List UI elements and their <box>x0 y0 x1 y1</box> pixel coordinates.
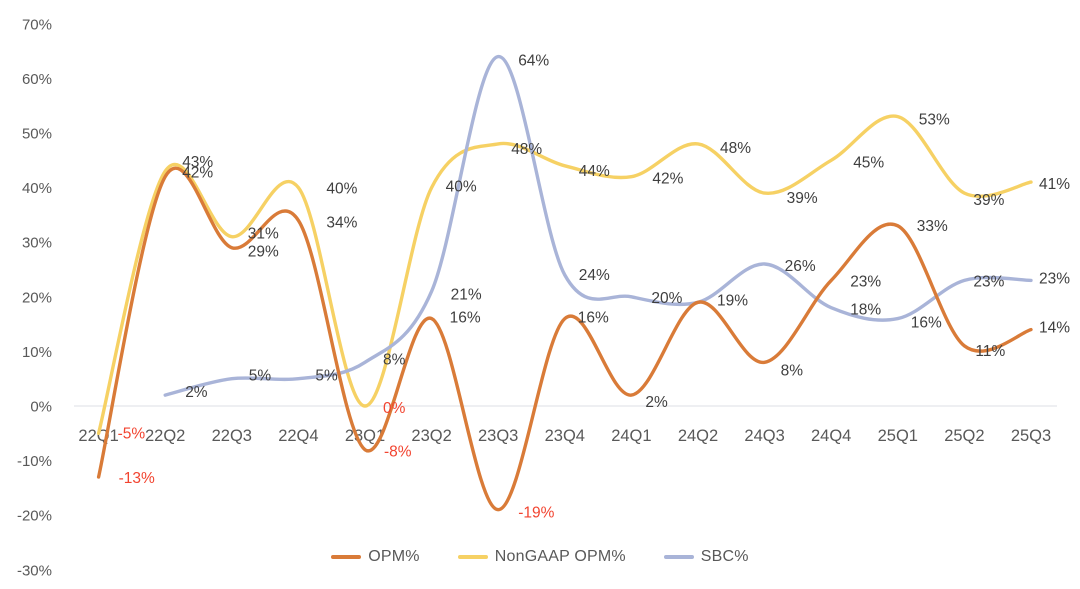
data-point-label: 26% <box>785 258 816 275</box>
data-point-label: 40% <box>446 179 477 196</box>
series-line-opm- <box>96 166 1033 512</box>
data-point-label: 2% <box>645 394 668 411</box>
data-point-label: 31% <box>248 226 279 243</box>
legend-swatch <box>331 555 362 559</box>
data-point-label: 45% <box>853 154 884 171</box>
data-point-label: 5% <box>315 368 338 385</box>
data-point-label: 64% <box>518 53 549 70</box>
y-axis-tick-label: 70% <box>22 16 52 33</box>
data-point-label: 23% <box>850 273 881 290</box>
y-axis-tick-label: 10% <box>22 344 52 361</box>
data-point-label: 2% <box>185 384 208 401</box>
data-point-label: 41% <box>1039 176 1070 193</box>
y-axis-tick-label: 60% <box>22 71 52 88</box>
data-point-label: 11% <box>975 343 1005 360</box>
x-axis-label: 23Q4 <box>545 427 585 445</box>
data-point-label: 8% <box>383 351 406 368</box>
data-point-label: 5% <box>249 368 272 385</box>
data-point-label: 39% <box>787 190 818 207</box>
series-line-nongaap-opm- <box>96 114 1033 435</box>
legend-label: OPM% <box>368 548 420 565</box>
legend-swatch <box>663 555 694 559</box>
legend-label: SBC% <box>700 548 749 565</box>
data-point-label: 48% <box>720 140 751 157</box>
data-point-label: 39% <box>973 192 1004 209</box>
data-point-label: -19% <box>518 505 554 522</box>
x-axis-label: 22Q3 <box>212 427 252 445</box>
data-point-label: 20% <box>651 290 682 307</box>
y-axis-tick-label: -20% <box>17 508 52 525</box>
data-point-label: 48% <box>511 141 542 158</box>
data-point-label: -13% <box>119 470 155 487</box>
x-axis-label: 24Q3 <box>744 427 784 445</box>
y-axis-tick-label: 30% <box>22 235 52 252</box>
y-axis-tick-label: 0% <box>30 399 52 416</box>
data-point-label: -8% <box>384 444 412 461</box>
data-point-label: 19% <box>717 292 748 309</box>
y-axis-tick-label: 50% <box>22 126 52 143</box>
y-axis-tick-label: 40% <box>22 180 52 197</box>
x-axis-label: 24Q4 <box>811 427 851 445</box>
x-axis-label: 25Q3 <box>1011 427 1051 445</box>
legend-item-nongaap-opm-[interactable]: NonGAAP OPM% <box>457 548 626 566</box>
data-point-label: 33% <box>917 218 948 235</box>
data-point-label: 18% <box>850 302 881 319</box>
x-axis-label: 25Q2 <box>944 427 984 445</box>
chart-legend: OPM% NonGAAP OPM% SBC% <box>0 548 1080 566</box>
data-point-label: 16% <box>578 310 609 327</box>
data-point-label: 0% <box>383 400 406 417</box>
data-point-label: 16% <box>911 315 942 332</box>
x-axis-label: 24Q2 <box>678 427 718 445</box>
x-axis-label: 22Q4 <box>278 427 318 445</box>
x-axis-label: 23Q3 <box>478 427 518 445</box>
legend-item-sbc-[interactable]: SBC% <box>663 548 749 566</box>
y-axis-tick-label: -30% <box>17 562 52 579</box>
legend-label: NonGAAP OPM% <box>494 548 626 565</box>
data-point-label: 29% <box>248 244 279 261</box>
data-point-label: 16% <box>450 310 481 327</box>
data-point-label: 42% <box>652 171 683 188</box>
data-point-label: 44% <box>579 163 610 180</box>
series-line-sbc- <box>163 54 1033 397</box>
data-point-label: 42% <box>182 165 213 182</box>
data-point-label: 43% <box>182 154 213 171</box>
x-axis-label: 24Q1 <box>611 427 651 445</box>
y-axis-tick-label: -10% <box>17 453 52 470</box>
legend-swatch <box>457 555 488 559</box>
data-point-label: 21% <box>451 286 482 303</box>
data-point-label: -5% <box>118 425 146 442</box>
data-point-label: 34% <box>326 214 357 231</box>
legend-item-opm-[interactable]: OPM% <box>331 548 420 566</box>
data-point-label: 53% <box>919 112 950 129</box>
data-point-label: 23% <box>973 273 1004 290</box>
x-axis-label: 25Q1 <box>878 427 918 445</box>
data-point-label: 24% <box>579 267 610 284</box>
x-axis-label: 22Q2 <box>145 427 185 445</box>
data-point-label: 40% <box>326 181 357 198</box>
data-point-label: 8% <box>781 362 804 379</box>
data-point-label: 14% <box>1039 320 1070 337</box>
data-point-label: 23% <box>1039 270 1070 287</box>
y-axis-tick-label: 20% <box>22 289 52 306</box>
x-axis-label: 23Q2 <box>411 427 451 445</box>
